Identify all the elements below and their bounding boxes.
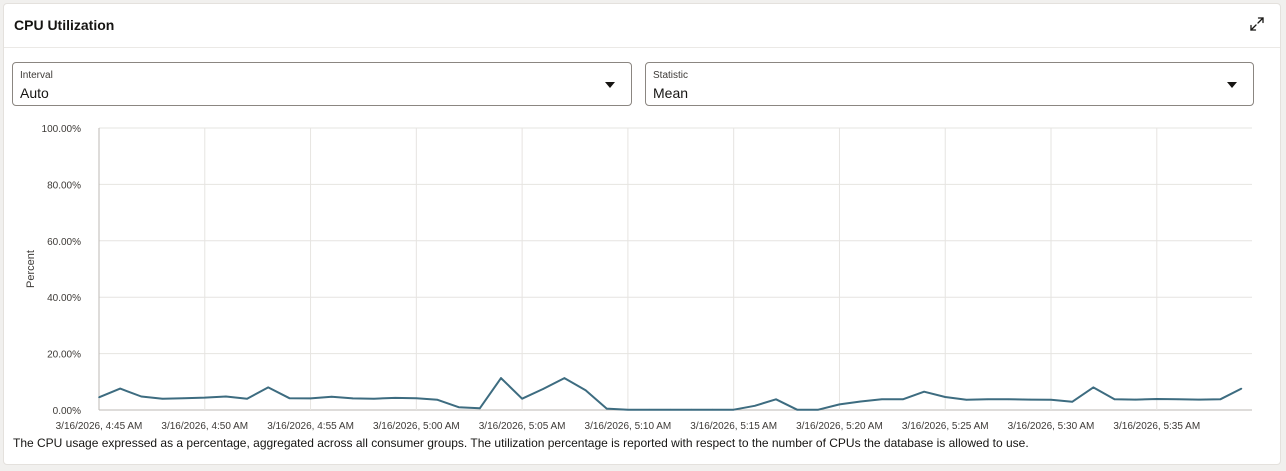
data-point	[98, 396, 100, 399]
data-point	[732, 408, 735, 411]
chevron-down-icon	[1227, 82, 1237, 88]
data-point	[352, 397, 354, 400]
interval-select[interactable]: Interval Auto	[12, 62, 632, 106]
data-point	[309, 397, 312, 400]
data-point	[119, 387, 121, 390]
x-tick-label: 3/16/2026, 5:20 AM	[796, 421, 883, 432]
data-point	[711, 408, 714, 411]
data-point	[902, 398, 904, 401]
x-tick-label: 3/16/2026, 5:15 AM	[690, 421, 777, 432]
data-point	[1134, 398, 1137, 401]
data-point	[627, 408, 629, 411]
data-point	[690, 408, 693, 411]
statistic-value: Mean	[653, 85, 689, 101]
y-tick-label: 100.00%	[42, 124, 82, 135]
data-point	[584, 389, 587, 392]
x-tick-label: 3/16/2026, 5:05 AM	[479, 421, 566, 432]
x-tick-label: 3/16/2026, 5:00 AM	[373, 421, 460, 432]
data-point	[1092, 386, 1095, 389]
data-point	[1113, 398, 1116, 401]
data-point	[1029, 398, 1031, 401]
data-point	[754, 405, 756, 407]
data-point	[457, 406, 460, 409]
data-point	[288, 397, 291, 400]
data-point	[965, 399, 968, 401]
chevron-down-icon	[605, 82, 615, 88]
statistic-select[interactable]: Statistic Mean	[645, 62, 1254, 106]
expand-icon[interactable]	[1248, 15, 1266, 33]
data-point	[246, 397, 248, 400]
panel-title: CPU Utilization	[14, 17, 115, 33]
data-point	[1071, 401, 1073, 403]
chart-description: The CPU usage expressed as a percentage,…	[13, 436, 1029, 450]
interval-label: Interval	[20, 70, 53, 81]
x-tick-label: 3/16/2026, 5:25 AM	[902, 421, 989, 432]
data-point	[330, 395, 333, 398]
data-point	[521, 397, 523, 400]
data-point	[1156, 398, 1158, 400]
data-point	[1177, 398, 1179, 401]
data-point	[986, 398, 989, 401]
series-line	[98, 377, 1242, 411]
data-point	[500, 377, 502, 379]
data-point	[479, 407, 481, 410]
data-point	[204, 396, 206, 399]
data-point	[881, 398, 883, 401]
data-point	[923, 390, 925, 393]
data-point	[436, 399, 439, 401]
y-tick-label: 40.00%	[47, 293, 81, 304]
data-point	[415, 397, 418, 400]
data-point	[140, 395, 143, 398]
y-tick-label: 20.00%	[47, 350, 81, 361]
data-point	[373, 397, 375, 400]
x-tick-label: 3/16/2026, 4:55 AM	[267, 421, 354, 432]
interval-value: Auto	[20, 85, 49, 101]
x-tick-label: 3/16/2026, 5:10 AM	[585, 421, 672, 432]
data-point	[1240, 387, 1243, 390]
data-point	[394, 397, 397, 399]
y-tick-label: 60.00%	[47, 237, 81, 248]
data-point	[838, 403, 841, 406]
data-point	[605, 407, 608, 410]
data-point	[1198, 398, 1200, 401]
data-point	[182, 397, 185, 400]
x-tick-label: 3/16/2026, 5:35 AM	[1113, 421, 1200, 432]
data-point	[267, 386, 270, 389]
statistic-label: Statistic	[653, 70, 689, 81]
data-point	[648, 408, 650, 411]
x-tick-label: 3/16/2026, 5:30 AM	[1008, 421, 1095, 432]
data-point	[161, 397, 164, 400]
data-point	[225, 395, 227, 398]
data-point	[563, 377, 566, 379]
data-point	[817, 408, 820, 411]
data-point	[944, 396, 946, 398]
data-point	[859, 400, 862, 403]
data-point	[669, 408, 671, 411]
data-point	[1050, 399, 1052, 401]
data-point	[775, 398, 777, 401]
data-point	[1219, 398, 1222, 401]
data-point	[796, 408, 798, 411]
x-tick-label: 3/16/2026, 4:50 AM	[161, 421, 248, 432]
y-axis-title: Percent	[25, 250, 37, 288]
y-tick-label: 0.00%	[53, 406, 81, 417]
data-point	[1007, 398, 1010, 401]
x-tick-label: 3/16/2026, 4:45 AM	[56, 421, 143, 432]
panel-header: CPU Utilization	[4, 4, 1280, 48]
y-tick-label: 80.00%	[47, 180, 81, 191]
data-point	[542, 388, 545, 390]
